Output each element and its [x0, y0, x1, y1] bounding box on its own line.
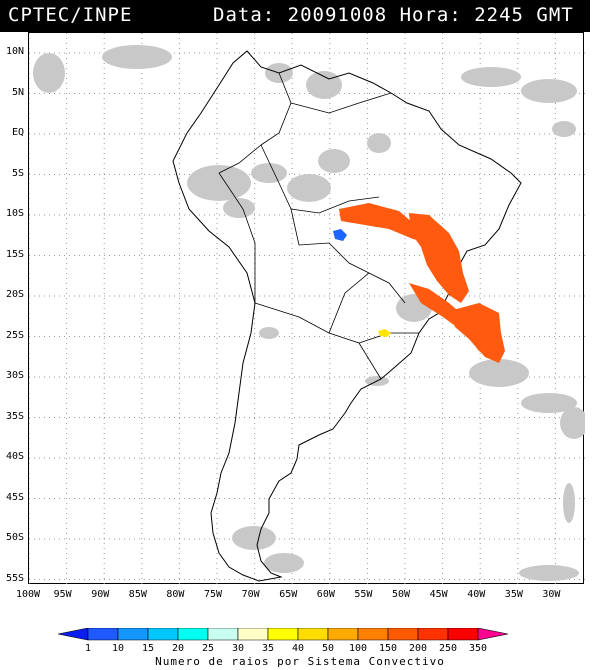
datetime-label: Data: 20091008 Hora: 2245 GMT [213, 4, 574, 26]
lat-label: 25S [5, 329, 24, 341]
colorbar-tick-label: 35 [262, 643, 274, 652]
colorbar-segment [117, 628, 149, 641]
colorbar-segment [207, 628, 239, 641]
colorbar-tick-label: 150 [379, 643, 397, 652]
colorbar-tick-label: 30 [232, 643, 244, 652]
colorbar-segment [87, 628, 119, 641]
colorbar-segment [147, 628, 179, 641]
convective-system-orange-4 [449, 303, 505, 363]
lat-label: 15S [5, 248, 24, 260]
south-america-outline [172, 50, 522, 582]
lon-label: 30W [542, 589, 561, 600]
lat-label: 45S [5, 491, 24, 503]
colorbar-segment [58, 628, 89, 641]
colorbar-tick-label: 1 [85, 643, 91, 652]
lon-label: 80W [166, 589, 185, 600]
legend-colorbar: 1 10 15 20 25 30 35 40 50 100 150 200 250 350 [58, 628, 509, 652]
colorbar-tick-label: 350 [469, 643, 487, 652]
lat-label: 5S [11, 167, 24, 179]
lon-label: 55W [354, 589, 373, 600]
lat-label: 40S [5, 451, 24, 462]
cloud-cover [33, 45, 588, 581]
lat-label: 50S [5, 532, 24, 543]
map-frame [28, 32, 588, 585]
colorbar-segment [477, 628, 509, 641]
lon-label: 65W [279, 589, 298, 600]
colorbar-segment [267, 628, 299, 641]
colorbar-segment [177, 628, 209, 641]
convective-systems [333, 203, 505, 363]
lat-label: EQ [11, 127, 24, 138]
lon-label: 85W [128, 589, 147, 600]
lon-label: 95W [53, 589, 72, 600]
colorbar-segment [417, 628, 449, 641]
lon-label: 35W [504, 589, 523, 600]
lon-label: 100W [16, 589, 41, 600]
colorbar-tick-label: 200 [409, 643, 427, 652]
colorbar-tick-label: 25 [202, 643, 214, 652]
country-borders [218, 72, 419, 380]
colorbar-tick-label: 250 [439, 643, 457, 652]
colorbar-tick-label: 40 [292, 643, 304, 652]
lon-label: 40W [467, 589, 486, 600]
lon-label: 60W [316, 589, 335, 600]
lon-label: 45W [429, 589, 448, 600]
convective-system-blue [333, 229, 347, 241]
source-label: CPTEC/INPE [8, 4, 133, 26]
colorbar-segment [357, 628, 389, 641]
colorbar-tick-label: 100 [349, 643, 367, 652]
lon-label: 90W [91, 589, 110, 600]
lat-label: 30S [5, 370, 24, 381]
lon-label: 75W [204, 589, 223, 600]
colorbar-segment [387, 628, 419, 641]
colorbar-segment [447, 628, 479, 641]
graticule [28, 33, 585, 585]
convective-system-orange-2 [409, 213, 469, 303]
lat-label: 5N [11, 86, 24, 98]
legend-title: Numero de raios por Sistema Convectivo [155, 655, 445, 668]
colorbar-segment [237, 628, 269, 641]
lat-label: 10S [5, 208, 24, 219]
colorbar-tick-label: 15 [142, 643, 154, 652]
colorbar-segment [297, 628, 329, 641]
lat-label: 55S [5, 572, 24, 584]
colorbar-tick-label: 10 [112, 643, 124, 652]
colorbar-tick-label: 20 [172, 643, 184, 652]
lon-label: 70W [241, 589, 260, 600]
convective-system-yellow [378, 329, 391, 337]
lat-label: 35S [5, 410, 24, 422]
lon-label: 50W [392, 589, 411, 600]
title-bar: CPTEC/INPE Data: 20091008 Hora: 2245 GMT [0, 0, 590, 32]
lat-label: 20S [5, 289, 24, 300]
lat-label: 10N [5, 46, 24, 57]
colorbar-segment [327, 628, 359, 641]
map-canvas [28, 33, 588, 585]
colorbar-tick-label: 50 [322, 643, 334, 652]
